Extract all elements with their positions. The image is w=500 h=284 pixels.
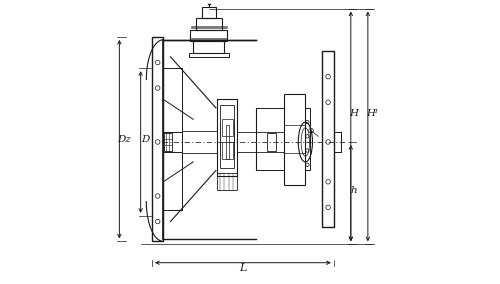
Bar [226, 125, 228, 159]
Bar [164, 133, 172, 151]
Bar [222, 119, 233, 136]
Bar [284, 94, 306, 185]
Bar [222, 142, 233, 159]
Bar [152, 37, 164, 241]
Text: Hᴵ: Hᴵ [366, 109, 378, 118]
Text: D: D [140, 135, 149, 144]
Bar [218, 173, 237, 190]
Bar [267, 133, 276, 151]
Bar [202, 7, 216, 18]
Bar [193, 41, 224, 53]
Bar [220, 105, 234, 168]
Text: L: L [239, 263, 246, 273]
Bar [189, 53, 228, 57]
Bar [190, 30, 228, 41]
Text: h: h [350, 186, 357, 195]
Bar [322, 51, 334, 227]
Bar [196, 18, 222, 30]
Text: H: H [349, 109, 358, 118]
Bar [306, 108, 310, 170]
Text: Dz: Dz [116, 135, 130, 144]
